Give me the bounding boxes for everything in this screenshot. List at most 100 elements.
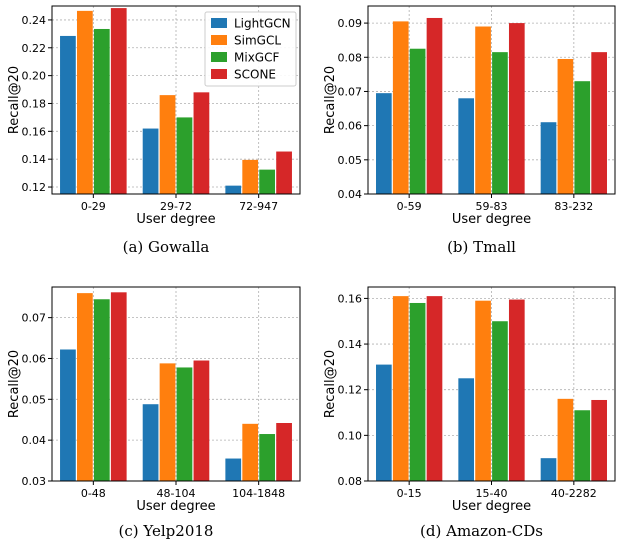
x-tick-label: 29-72: [160, 200, 192, 213]
x-tick-label: 59-83: [476, 200, 508, 213]
bar-simgcl-0-29: [76, 10, 93, 195]
x-axis-label: User degree: [452, 212, 531, 227]
bar-mixgcf-29-72: [176, 117, 193, 194]
y-tick-label: 0.06: [22, 352, 47, 365]
legend-swatch-lightgcn: [211, 18, 227, 28]
legend-label-scone: SCONE: [234, 68, 276, 82]
chart-panel-4: 0.08 0.10 0.12 0.14 0.16 0-15 15-40 40-2282 User…: [323, 286, 616, 540]
bar-scone-0-29: [110, 8, 127, 195]
bar-mixgcf-59-83: [492, 52, 508, 195]
bar-mixgcf-0-59: [409, 48, 426, 195]
bar-lightgcn-40-2282: [540, 458, 557, 481]
bar-mixgcf-15-40: [492, 321, 508, 481]
bar-mixgcf-104-1848: [259, 434, 276, 481]
y-tick-label: 0.05: [22, 393, 47, 406]
bar-mixgcf-0-29: [93, 28, 110, 194]
y-tick-label: 0.04: [22, 434, 47, 447]
y-tick-label: 0.07: [22, 312, 47, 325]
legend-swatch-mixgcf: [211, 52, 227, 62]
chart-caption: (a) Gowalla: [123, 238, 210, 256]
bar-lightgcn-29-72: [142, 128, 159, 194]
legend-label-mixgcf: MixGCF: [234, 51, 279, 65]
bar-simgcl-15-40: [475, 300, 491, 481]
bar-lightgcn-0-59: [376, 93, 392, 194]
bar-simgcl-72-947: [242, 159, 259, 194]
x-tick-label: 83-232: [554, 200, 593, 213]
y-tick-label: 0.10: [338, 429, 363, 442]
y-axis-label: Recall@20: [7, 66, 22, 134]
y-tick-label: 0.04: [338, 188, 363, 201]
bar-mixgcf-40-2282: [574, 410, 591, 481]
bar-scone-29-72: [193, 92, 210, 194]
bar-lightgcn-104-1848: [225, 458, 242, 481]
x-tick-label: 15-40: [476, 487, 508, 500]
bar-mixgcf-48-104: [176, 367, 193, 481]
y-tick-label: 0.20: [22, 70, 47, 83]
bar-scone-40-2282: [591, 399, 607, 481]
y-axis-label: Recall@20: [323, 350, 338, 418]
y-tick-label: 0.12: [22, 181, 47, 194]
y-tick-label: 0.06: [338, 120, 363, 133]
y-tick-label: 0.12: [338, 384, 363, 397]
x-tick-label: 40-2282: [551, 487, 597, 500]
bar-mixgcf-0-48: [93, 299, 110, 481]
bar-scone-83-232: [591, 52, 607, 195]
bar-lightgcn-0-48: [60, 349, 76, 481]
bar-mixgcf-72-947: [259, 169, 276, 194]
bar-simgcl-59-83: [475, 26, 491, 194]
bar-mixgcf-83-232: [574, 81, 591, 194]
legend-label-lightgcn: LightGCN: [234, 17, 291, 31]
bar-scone-104-1848: [276, 423, 292, 481]
bar-simgcl-29-72: [159, 95, 176, 194]
y-tick-label: 0.07: [338, 85, 363, 98]
bar-lightgcn-0-15: [376, 364, 392, 481]
chart-panel-1: 0.12 0.14 0.16 0.18 0.20 0.22 0.24 0-29 29-72 72-…: [7, 5, 301, 256]
y-tick-label: 0.24: [22, 14, 47, 27]
bar-lightgcn-48-104: [142, 404, 159, 481]
y-tick-label: 0.16: [22, 125, 47, 138]
x-axis-label: User degree: [452, 499, 531, 514]
x-tick-label: 48-104: [157, 487, 196, 500]
y-tick-label: 0.18: [22, 97, 47, 110]
x-tick-label: 0-48: [81, 487, 106, 500]
x-tick-label: 104-1848: [232, 487, 285, 500]
bar-simgcl-40-2282: [557, 398, 574, 481]
x-tick-label: 0-29: [81, 200, 106, 213]
bar-simgcl-83-232: [557, 58, 574, 195]
y-tick-label: 0.14: [338, 338, 363, 351]
x-tick-label: 0-59: [397, 200, 422, 213]
bar-scone-48-104: [193, 360, 210, 481]
bar-lightgcn-59-83: [458, 98, 475, 194]
bar-simgcl-48-104: [159, 363, 176, 481]
bar-lightgcn-15-40: [458, 378, 475, 481]
bar-lightgcn-72-947: [225, 185, 242, 194]
bar-scone-0-59: [426, 17, 443, 194]
x-axis-label: User degree: [136, 499, 215, 514]
x-tick-label: 72-947: [239, 200, 278, 213]
bar-simgcl-0-15: [392, 296, 409, 481]
chart-caption: (b) Tmall: [447, 238, 516, 256]
bar-simgcl-0-48: [76, 293, 93, 481]
y-axis-label: Recall@20: [323, 66, 338, 134]
chart-panel-3: 0.03 0.04 0.05 0.06 0.07 0-48 48-104 104-1848 Us…: [7, 286, 301, 540]
y-tick-label: 0.08: [338, 51, 363, 64]
y-tick-label: 0.09: [338, 17, 363, 30]
bar-scone-0-48: [110, 292, 127, 481]
bar-lightgcn-0-29: [60, 35, 76, 195]
bar-simgcl-104-1848: [242, 423, 259, 481]
y-axis-label: Recall@20: [7, 350, 22, 418]
legend-swatch-scone: [211, 69, 227, 79]
bar-scone-59-83: [508, 23, 525, 194]
chart-caption: (d) Amazon-CDs: [420, 522, 543, 540]
y-tick-label: 0.05: [338, 154, 363, 167]
bar-simgcl-0-59: [392, 21, 409, 194]
y-tick-label: 0.08: [338, 475, 363, 488]
y-tick-label: 0.22: [22, 42, 47, 55]
y-tick-label: 0.03: [22, 475, 47, 488]
bar-scone-0-15: [426, 296, 443, 481]
chart-panel-2: 0.04 0.05 0.06 0.07 0.08 0.09 0-59 59-83 83-232 U…: [323, 5, 616, 256]
y-tick-label: 0.14: [22, 153, 47, 166]
legend: LightGCN SimGCL MixGCF SCONE: [204, 11, 297, 87]
bar-scone-15-40: [508, 299, 525, 481]
